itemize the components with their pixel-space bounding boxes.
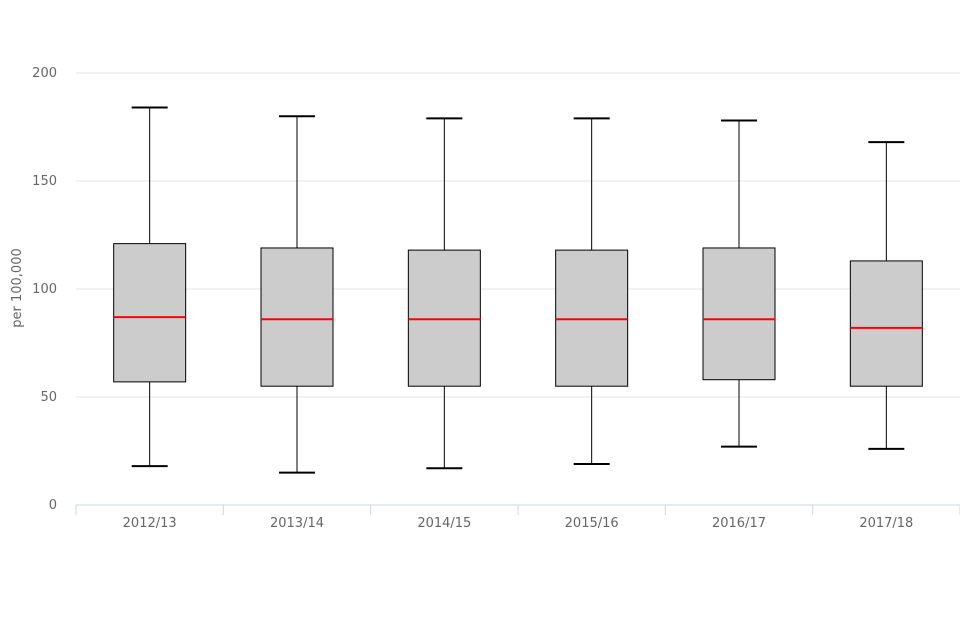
x-tick-label: 2015/16: [565, 516, 619, 531]
x-axis-tick-labels: 2012/13 2013/14 2014/15 2015/16 2016/17 2017/…: [123, 516, 914, 531]
x-tick-label: 2014/15: [417, 516, 471, 531]
y-tick-label: 200: [32, 66, 57, 81]
x-tick-label: 2013/14: [270, 516, 324, 531]
box-series: [113, 106, 923, 474]
y-axis-tick-labels: 0 50 100 150 200: [32, 66, 57, 513]
box-2017-18: [849, 141, 923, 450]
y-axis-label: per 100,000: [10, 248, 25, 328]
x-tick-label: 2012/13: [123, 516, 177, 531]
x-tick-label: 2016/17: [712, 516, 766, 531]
interquartile-box: [113, 243, 187, 383]
box-2014-15: [407, 117, 481, 470]
box-2016-17: [702, 119, 776, 448]
y-tick-label: 100: [32, 282, 57, 297]
y-tick-label: 0: [49, 498, 57, 513]
interquartile-box: [407, 249, 481, 387]
y-tick-label: 150: [32, 174, 57, 189]
interquartile-box: [702, 247, 776, 381]
box-2015-16: [555, 117, 629, 465]
interquartile-box: [555, 249, 629, 387]
box-2012-13: [113, 106, 187, 468]
interquartile-box: [260, 247, 334, 387]
gridlines: [76, 72, 960, 398]
x-tick-label: 2017/18: [859, 516, 913, 531]
y-tick-label: 50: [40, 390, 57, 405]
interquartile-box: [849, 260, 923, 387]
x-axis: [75, 504, 960, 515]
box-2013-14: [260, 115, 334, 474]
